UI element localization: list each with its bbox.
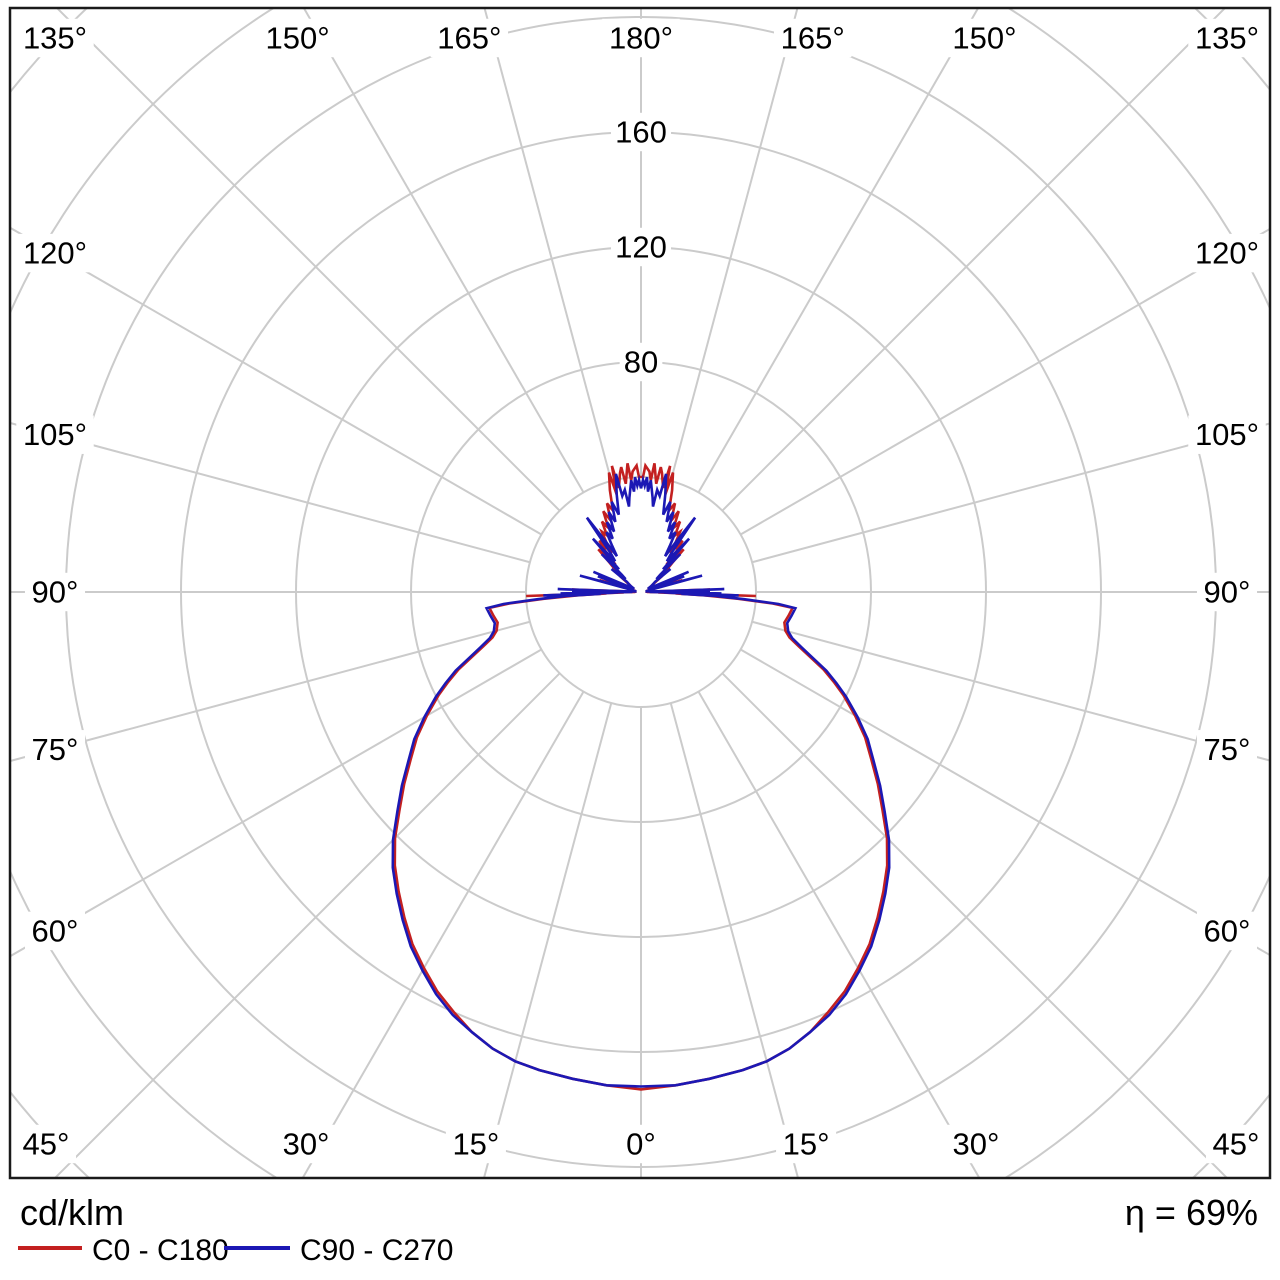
legend-line-blue (224, 1246, 290, 1250)
svg-text:60°: 60° (1204, 913, 1251, 948)
svg-text:105°: 105° (23, 417, 87, 452)
svg-text:60°: 60° (32, 913, 79, 948)
svg-text:75°: 75° (32, 732, 79, 767)
curve-c90-c270 (391, 473, 891, 1088)
svg-text:0°: 0° (626, 1127, 656, 1162)
intensity-curves (391, 462, 891, 1091)
svg-text:165°: 165° (437, 21, 501, 56)
svg-text:165°: 165° (781, 21, 845, 56)
svg-text:90°: 90° (32, 575, 79, 610)
legend-line-red (18, 1246, 82, 1250)
svg-text:150°: 150° (266, 21, 330, 56)
svg-text:135°: 135° (1195, 21, 1259, 56)
svg-text:45°: 45° (23, 1127, 70, 1162)
svg-text:180°: 180° (609, 21, 673, 56)
svg-text:120: 120 (615, 230, 667, 265)
svg-text:120°: 120° (1195, 236, 1259, 271)
svg-text:135°: 135° (23, 21, 87, 56)
legend-label-c0-c180: C0 - C180 (92, 1234, 229, 1267)
svg-text:30°: 30° (283, 1127, 330, 1162)
svg-text:30°: 30° (953, 1127, 1000, 1162)
svg-text:80: 80 (624, 345, 658, 380)
svg-text:105°: 105° (1195, 417, 1259, 452)
efficiency-label: η = 69% (1124, 1192, 1258, 1233)
unit-label: cd/klm (20, 1192, 125, 1233)
grid-labels: 80 120 160 0° 15° 15° 30° 30° 45° 45° 60° 60° 75° 75°… (15, 18, 1267, 1164)
svg-text:120°: 120° (23, 236, 87, 271)
svg-text:45°: 45° (1213, 1127, 1260, 1162)
svg-text:15°: 15° (783, 1127, 830, 1162)
legend-label-c90-c270: C90 - C270 (300, 1234, 454, 1267)
svg-text:15°: 15° (452, 1127, 499, 1162)
chart-border (8, 6, 1272, 1180)
svg-text:160: 160 (615, 115, 667, 150)
svg-text:150°: 150° (952, 21, 1016, 56)
svg-text:75°: 75° (1204, 732, 1251, 767)
svg-text:90°: 90° (1204, 575, 1251, 610)
